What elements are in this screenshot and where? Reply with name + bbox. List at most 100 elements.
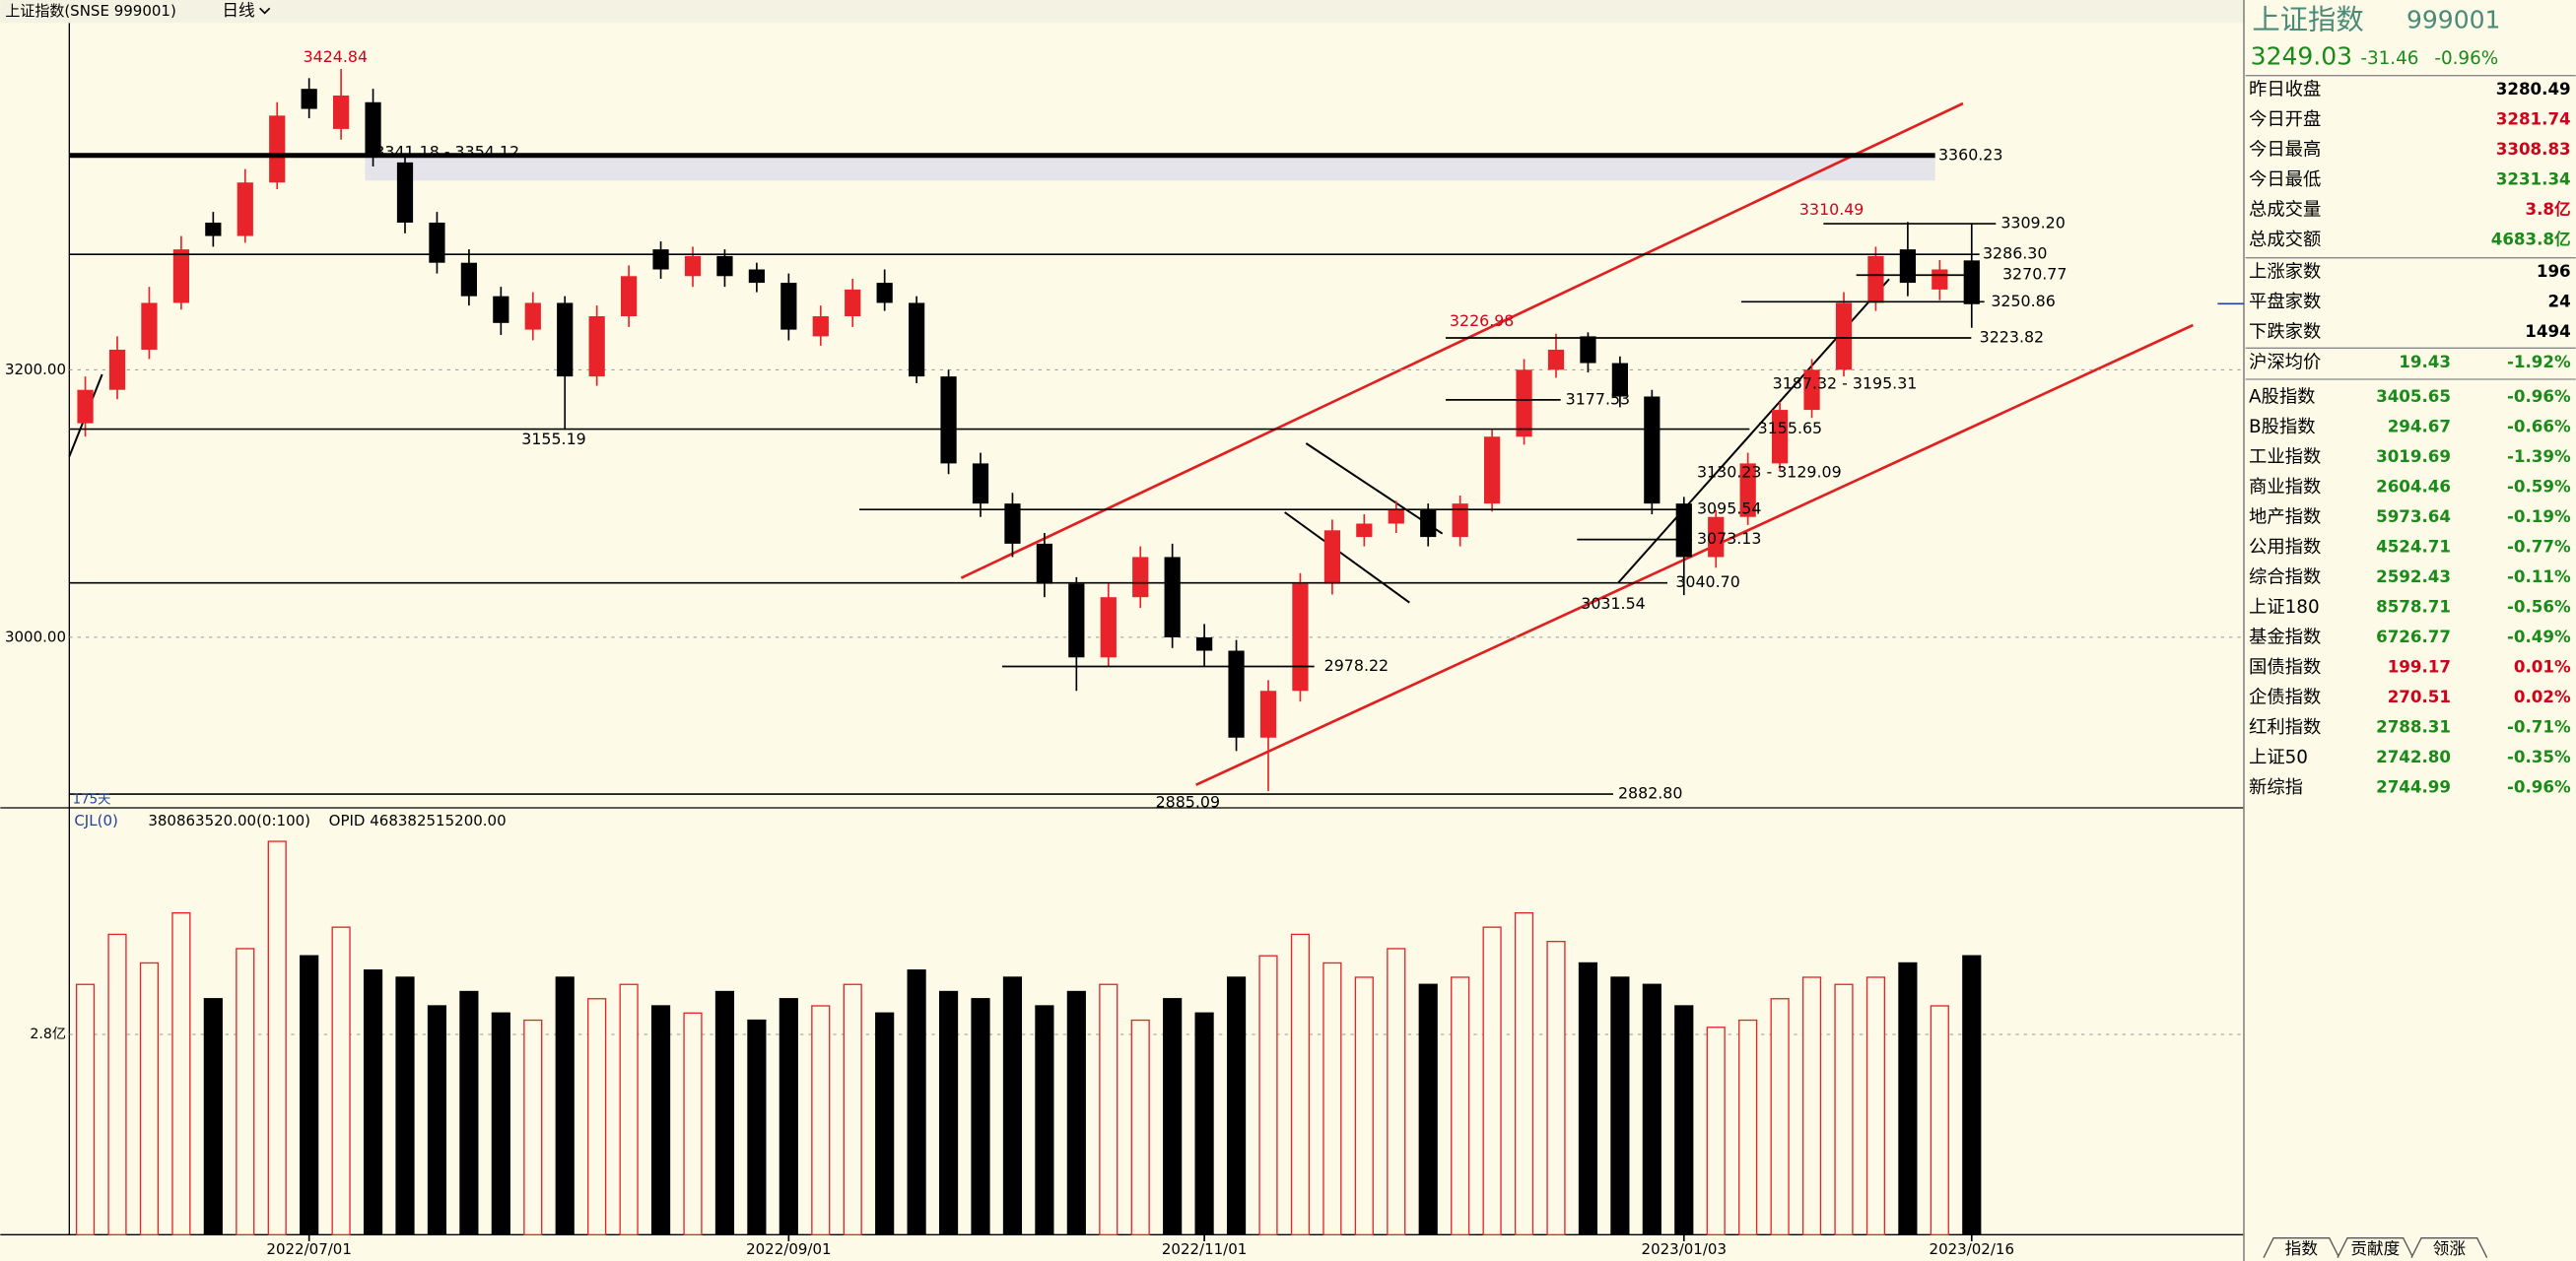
candle-body <box>1388 509 1404 524</box>
change-pct: -0.96% <box>2434 48 2498 69</box>
dropdown-icon[interactable] <box>259 7 271 15</box>
candle-body <box>172 249 189 303</box>
index-name[interactable]: 上证180 <box>2249 597 2320 618</box>
level-label: 2882.80 <box>1618 784 1682 803</box>
candle-body <box>1323 530 1340 584</box>
high-label: 3424.84 <box>304 47 368 66</box>
volume-bar <box>331 926 351 1235</box>
level-label: 3270.77 <box>2002 265 2067 284</box>
candle-body <box>301 89 317 109</box>
index-name[interactable]: 公用指数 <box>2249 537 2321 558</box>
indicator-params: 380863520.00(0:100) <box>148 812 310 830</box>
candle-body <box>909 302 925 377</box>
candle-body <box>1259 691 1277 738</box>
candle-body <box>1100 597 1117 658</box>
price: 3249.03 <box>2251 41 2352 70</box>
index-value: 2604.46 <box>2376 477 2451 496</box>
stat-value: 3308.83 <box>2496 140 2571 159</box>
index-name[interactable]: A股指数 <box>2249 386 2316 407</box>
candle-body <box>1803 369 1820 411</box>
candle-body <box>429 222 445 263</box>
index-name[interactable]: 国债指数 <box>2249 657 2321 678</box>
volume-bar <box>1418 983 1438 1235</box>
stat-value: 3281.74 <box>2496 110 2571 129</box>
tab[interactable]: 领涨 <box>2433 1239 2467 1258</box>
candle-body <box>972 463 989 504</box>
volume-bar <box>363 969 383 1235</box>
candle-body <box>1708 516 1725 558</box>
level-label: 3155.65 <box>1758 419 1822 437</box>
candle-body <box>1196 636 1213 651</box>
period-selector[interactable]: 日线 <box>222 1 255 20</box>
volume-bar <box>619 983 639 1235</box>
channel-bottom <box>1195 323 2194 786</box>
volume-bar <box>875 1012 895 1236</box>
index-pct: -0.96% <box>2507 387 2571 406</box>
volume-bar <box>938 990 959 1236</box>
volume-bar <box>1099 983 1119 1235</box>
level-label: 2978.22 <box>1324 656 1389 675</box>
index-name[interactable]: 商业指数 <box>2249 477 2321 498</box>
change: -31.46 <box>2360 48 2418 69</box>
stock-code: 999001 <box>2407 6 2500 34</box>
volume-bar <box>523 1019 543 1235</box>
candle-body <box>237 182 253 236</box>
index-pct: -0.19% <box>2507 507 2571 526</box>
volume-bar <box>1163 998 1183 1235</box>
header-title: 上证指数(SNSE 999001) <box>5 2 175 20</box>
tab[interactable]: 贡献度 <box>2350 1239 2400 1258</box>
candle-body <box>876 283 893 303</box>
volume-bar <box>1898 962 1918 1235</box>
index-name[interactable]: 基金指数 <box>2249 627 2321 647</box>
x-tick-label: 2022/07/01 <box>266 1240 351 1258</box>
avg-label: 沪深均价 <box>2249 352 2321 372</box>
x-tick-label: 2022/09/01 <box>746 1240 831 1258</box>
index-value: 3405.65 <box>2376 387 2451 406</box>
candle-body <box>1132 557 1149 598</box>
index-name[interactable]: 地产指数 <box>2249 506 2321 527</box>
volume-bar <box>747 1019 767 1235</box>
tab[interactable]: 指数 <box>2285 1239 2319 1258</box>
candle-body <box>1036 543 1052 584</box>
index-name[interactable]: 红利指数 <box>2249 717 2321 738</box>
x-tick-label: 2022/11/01 <box>1162 1240 1247 1258</box>
index-name[interactable]: 新综指 <box>2249 777 2303 798</box>
volume-bar <box>1801 976 1822 1236</box>
volume-bar <box>236 948 255 1235</box>
index-pct: -0.35% <box>2507 748 2571 766</box>
volume-bar <box>1770 998 1790 1235</box>
index-name[interactable]: 企债指数 <box>2249 687 2321 707</box>
volume-bar <box>1290 933 1311 1235</box>
index-name[interactable]: 上证50 <box>2249 747 2308 767</box>
level-label: 3073.13 <box>1697 529 1761 548</box>
index-pct: -0.66% <box>2507 417 2571 435</box>
plot: 3000.00 3200.00 2022/07/01 2022/09/01 2022/1… <box>5 47 2245 1258</box>
index-value: 294.67 <box>2388 417 2451 435</box>
candle-body <box>1644 396 1661 504</box>
volume-bar <box>459 990 479 1236</box>
index-pct: -0.96% <box>2507 777 2571 796</box>
candle-body <box>845 289 861 317</box>
candle-body <box>621 276 638 317</box>
candle-body <box>1835 302 1853 370</box>
x-tick-label: 2023/02/16 <box>1930 1240 2014 1258</box>
stat-value: 3231.34 <box>2496 170 2571 189</box>
candle-body <box>1004 503 1021 544</box>
tab-shape[interactable] <box>2337 1237 2414 1258</box>
tab-shape[interactable] <box>2263 1237 2340 1258</box>
index-name[interactable]: 工业指数 <box>2249 446 2321 467</box>
flag-top <box>1305 442 1444 535</box>
volume-bar <box>1451 976 1470 1236</box>
candle-body <box>269 115 286 183</box>
volume-bar <box>811 1005 831 1235</box>
index-value: 2788.31 <box>2376 717 2451 736</box>
index-name[interactable]: 综合指数 <box>2249 566 2321 587</box>
candle-body <box>652 249 669 270</box>
index-name[interactable]: B股指数 <box>2249 417 2316 437</box>
volume-bar <box>427 1005 447 1235</box>
tab-shape[interactable] <box>2410 1237 2488 1258</box>
stat-label: 今日最低 <box>2249 169 2321 190</box>
candle-body <box>396 162 414 223</box>
